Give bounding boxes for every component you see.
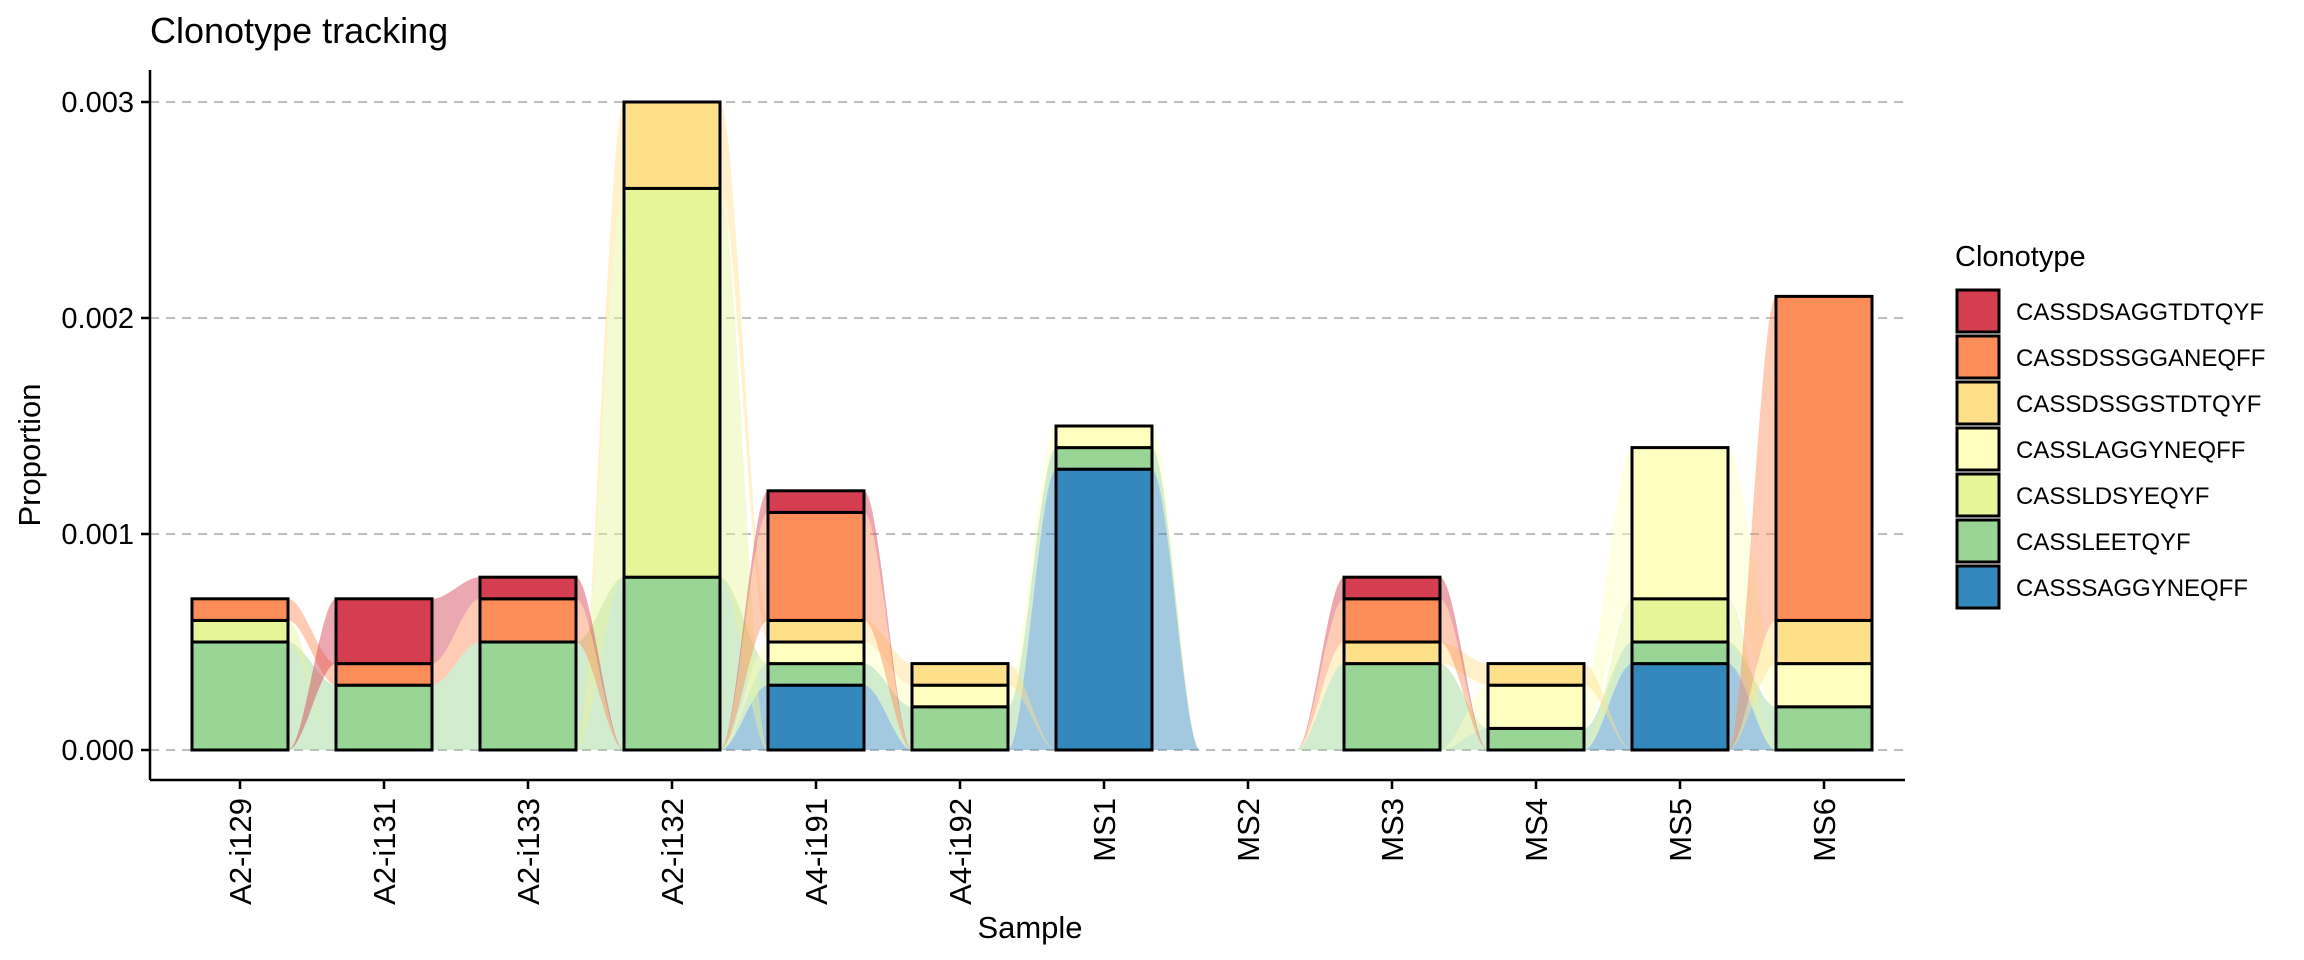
bar-segment-A4-i192-CASSLEETQYF — [912, 707, 1008, 750]
y-tick-label: 0.002 — [61, 303, 134, 335]
legend: Clonotype CASSDSAGGTDTQYF CASSDSSGGANEQFF… — [1955, 241, 2265, 608]
x-tick-label: MS6 — [1807, 798, 1842, 862]
bar-segment-MS3-CASSDSSGSTDTQYF — [1344, 642, 1440, 664]
chart-title: Clonotype tracking — [150, 10, 448, 51]
bar-segment-A2-i131-CASSDSAGGTDTQYF — [336, 599, 432, 664]
bar-segment-MS1-CASSLAGGYNEQFF — [1056, 426, 1152, 448]
bar-segment-MS6-CASSDSSGSTDTQYF — [1776, 620, 1872, 663]
bar-segment-MS5-CASSSAGGYNEQFF — [1632, 664, 1728, 750]
bar-segment-MS1-CASSSAGGYNEQFF — [1056, 469, 1152, 750]
legend-key-CASSDSSGSTDTQYF — [1957, 382, 1999, 424]
bar-segment-MS5-CASSLAGGYNEQFF — [1632, 448, 1728, 599]
bar-segment-MS3-CASSDSSGGANEQFF — [1344, 599, 1440, 642]
bar-segment-A4-i191-CASSDSAGGTDTQYF — [768, 491, 864, 513]
x-tick-label: MS2 — [1231, 798, 1266, 862]
bar-segment-MS1-CASSLEETQYF — [1056, 448, 1152, 470]
x-tick-label: MS5 — [1663, 798, 1698, 862]
x-tick-label: A4-i191 — [799, 798, 834, 905]
legend-key-CASSLDSYEQYF — [1957, 474, 1999, 516]
legend-label: CASSDSSGSTDTQYF — [2016, 391, 2261, 418]
bar-segment-A2-i129-CASSLDSYEQYF — [192, 620, 288, 642]
bar-segment-MS3-CASSLEETQYF — [1344, 664, 1440, 750]
bar-segment-MS4-CASSLAGGYNEQFF — [1488, 685, 1584, 728]
y-tick-label: 0.003 — [61, 87, 134, 119]
bar-segment-A2-i129-CASSDSSGGANEQFF — [192, 599, 288, 621]
x-tick-label: A2-i132 — [655, 798, 690, 905]
bar-segment-A4-i192-CASSLAGGYNEQFF — [912, 685, 1008, 707]
bar-segment-A2-i132-CASSLEETQYF — [624, 577, 720, 750]
bar-segment-A4-i191-CASSDSSGSTDTQYF — [768, 620, 864, 642]
legend-label: CASSSAGGYNEQFF — [2016, 575, 2248, 602]
bar-segment-A4-i191-CASSSAGGYNEQFF — [768, 685, 864, 750]
legend-key-CASSLEETQYF — [1957, 520, 1999, 562]
bar-segment-A2-i132-CASSDSSGSTDTQYF — [624, 102, 720, 188]
bar-segment-MS6-CASSLEETQYF — [1776, 707, 1872, 750]
bar-segment-MS5-CASSLDSYEQYF — [1632, 599, 1728, 642]
y-axis-title: Proportion — [12, 383, 47, 526]
legend-label: CASSLEETQYF — [2016, 529, 2191, 556]
bar-segment-A2-i129-CASSLEETQYF — [192, 642, 288, 750]
x-tick-label: A2-i129 — [223, 798, 258, 905]
legend-label: CASSDSAGGTDTQYF — [2016, 299, 2264, 326]
legend-key-CASSDSAGGTDTQYF — [1957, 290, 1999, 332]
x-axis-title: Sample — [977, 910, 1082, 945]
legend-key-CASSSAGGYNEQFF — [1957, 566, 1999, 608]
x-tick-label: A4-i192 — [943, 798, 978, 905]
bar-segment-A2-i133-CASSDSSGGANEQFF — [480, 599, 576, 642]
legend-key-CASSDSSGGANEQFF — [1957, 336, 1999, 378]
bar-segment-A4-i191-CASSDSSGGANEQFF — [768, 512, 864, 620]
bar-segment-MS6-CASSDSSGGANEQFF — [1776, 296, 1872, 620]
bar-segment-A2-i131-CASSLEETQYF — [336, 685, 432, 750]
y-tick-label: 0.000 — [61, 735, 134, 767]
legend-key-CASSLAGGYNEQFF — [1957, 428, 1999, 470]
y-tick-label: 0.001 — [61, 519, 134, 551]
legend-title: Clonotype — [1955, 241, 2086, 273]
bar-segment-A4-i191-CASSLEETQYF — [768, 664, 864, 686]
bar-segment-A4-i191-CASSLAGGYNEQFF — [768, 642, 864, 664]
bar-segment-MS3-CASSDSAGGTDTQYF — [1344, 577, 1440, 599]
x-tick-label: A2-i131 — [367, 798, 402, 905]
x-tick-label: A2-i133 — [511, 798, 546, 905]
bar-segment-A2-i131-CASSDSSGGANEQFF — [336, 664, 432, 686]
legend-label: CASSDSSGGANEQFF — [2016, 345, 2265, 372]
bar-segment-MS5-CASSLEETQYF — [1632, 642, 1728, 664]
bar-segment-A2-i133-CASSDSAGGTDTQYF — [480, 577, 576, 599]
bar-segment-MS4-CASSLEETQYF — [1488, 728, 1584, 750]
bar-segment-A2-i133-CASSLEETQYF — [480, 642, 576, 750]
bar-segment-A2-i132-CASSLDSYEQYF — [624, 188, 720, 577]
bar-segment-A4-i192-CASSDSSGSTDTQYF — [912, 664, 1008, 686]
x-tick-label: MS1 — [1087, 798, 1122, 862]
x-tick-label: MS4 — [1519, 798, 1554, 862]
x-tick-label: MS3 — [1375, 798, 1410, 862]
legend-label: CASSLDSYEQYF — [2016, 483, 2209, 510]
bar-segment-MS4-CASSDSSGSTDTQYF — [1488, 664, 1584, 686]
legend-label: CASSLAGGYNEQFF — [2016, 437, 2245, 464]
bar-segment-MS6-CASSLAGGYNEQFF — [1776, 664, 1872, 707]
